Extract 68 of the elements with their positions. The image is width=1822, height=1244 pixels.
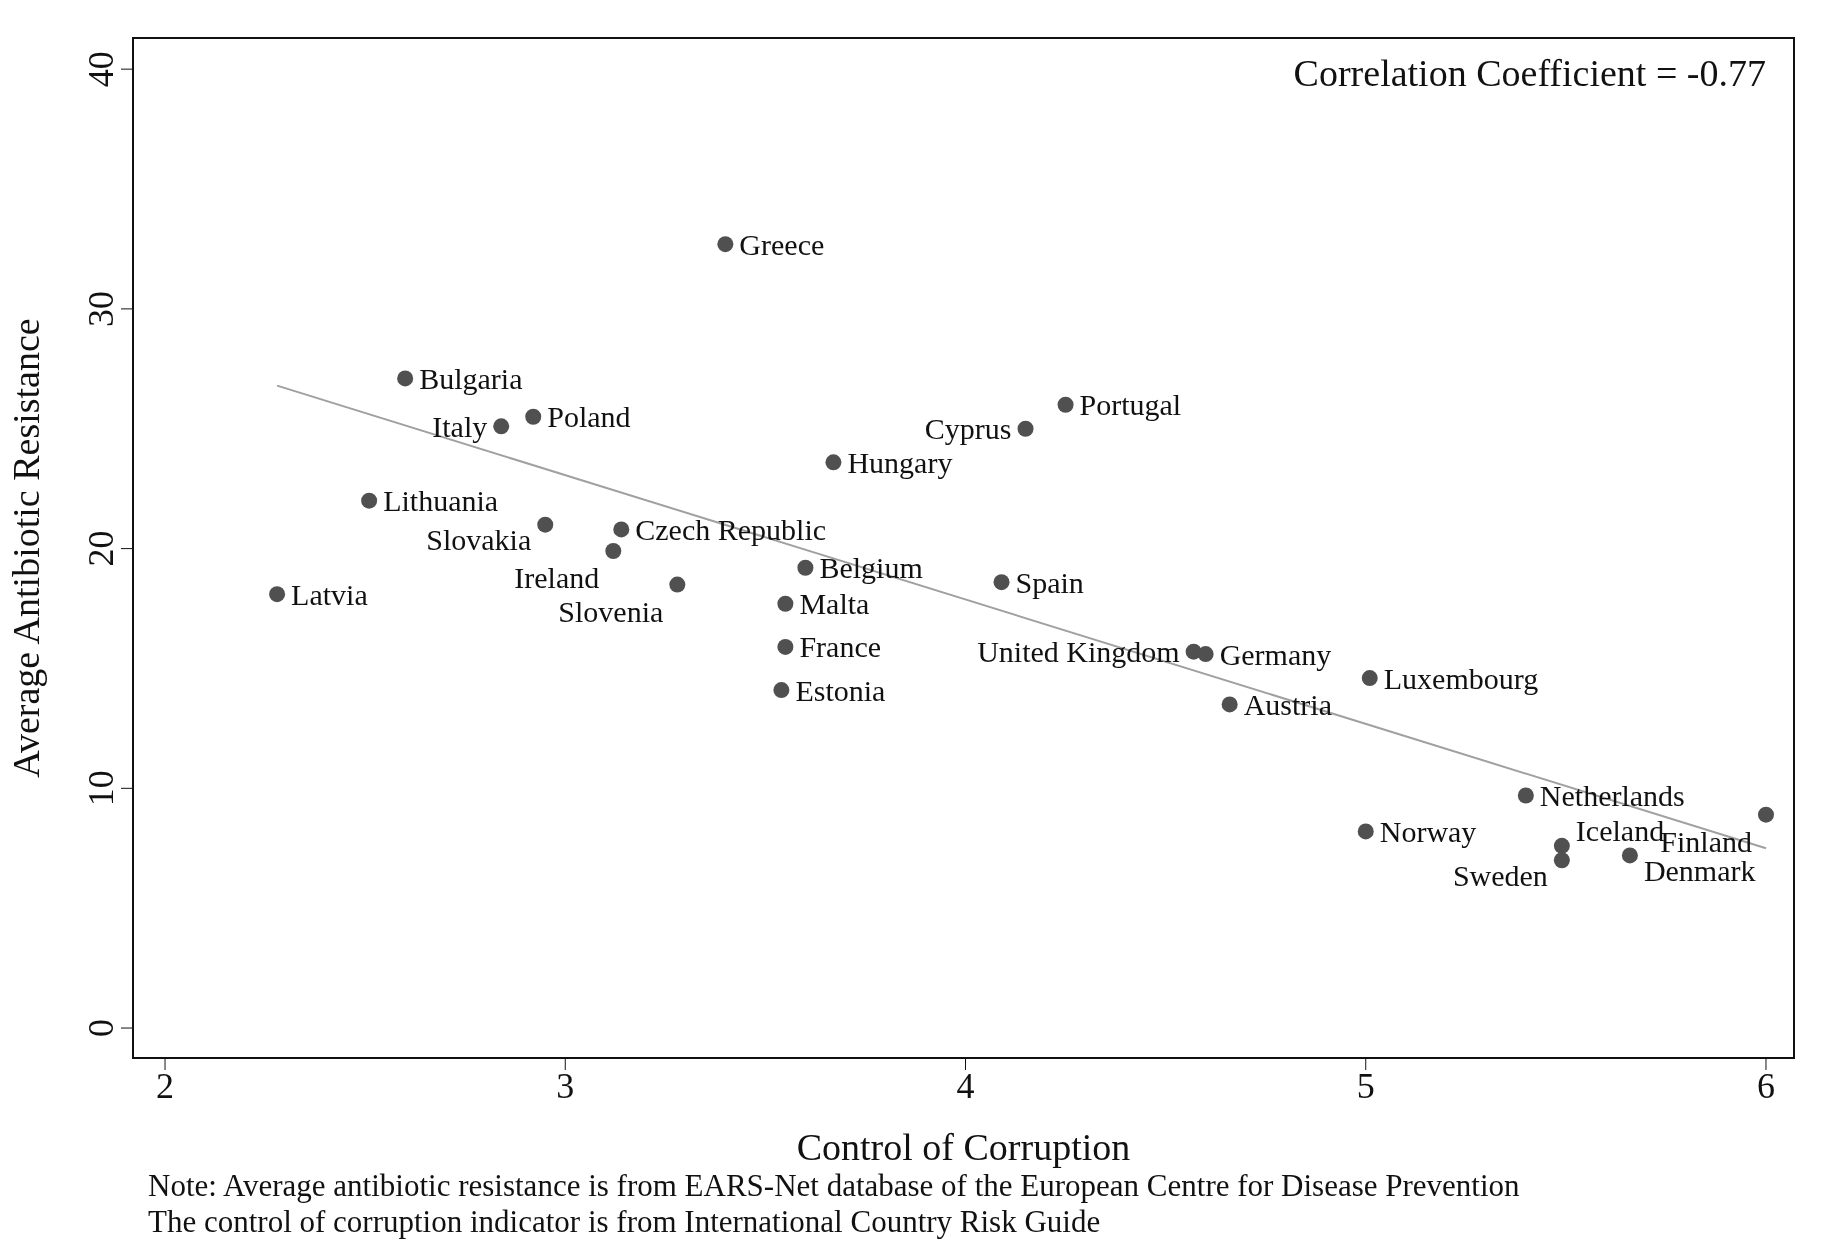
annotation: Belgium xyxy=(819,551,923,585)
x-tick-label: 4 xyxy=(956,1065,975,1106)
x-tick-label: 3 xyxy=(556,1065,575,1106)
annotation: Sweden xyxy=(1452,858,1548,892)
point xyxy=(397,370,414,387)
annotation: Cyprus xyxy=(924,412,1012,446)
point xyxy=(1057,396,1074,413)
point xyxy=(1197,646,1214,663)
annotation: Slovakia xyxy=(426,523,532,557)
point xyxy=(1357,823,1374,840)
y-tick-label: 10 xyxy=(81,770,121,807)
annotation: Lithuania xyxy=(383,484,499,518)
annotation: Portugal xyxy=(1079,388,1182,422)
annotation: Germany xyxy=(1219,637,1332,671)
x-tick-label: 6 xyxy=(1756,1065,1775,1106)
annotation: Austria xyxy=(1243,687,1332,721)
point xyxy=(777,595,794,612)
annotation: France xyxy=(799,630,882,664)
annotation: Norway xyxy=(1379,814,1477,848)
point xyxy=(669,576,686,593)
annotation: Denmark xyxy=(1643,853,1756,887)
annotation: United Kingdom xyxy=(977,635,1180,669)
point xyxy=(1757,806,1774,823)
point xyxy=(605,543,622,559)
point xyxy=(993,574,1010,591)
x-tick-label: 5 xyxy=(1356,1065,1375,1106)
point xyxy=(269,586,286,603)
point xyxy=(1621,847,1638,864)
point xyxy=(1553,852,1570,869)
point xyxy=(361,492,378,509)
point xyxy=(717,236,734,253)
point xyxy=(1017,420,1034,437)
point xyxy=(525,408,542,425)
text: The control of corruption indicator is from International Country Risk Guide xyxy=(148,1204,1102,1240)
annotation: Latvia xyxy=(291,577,368,611)
annotation: Greece xyxy=(739,227,825,261)
x-tick-label: 2 xyxy=(156,1065,175,1106)
y-axis-title: Average Antibiotic Resistance xyxy=(5,318,48,778)
annotation: Hungary xyxy=(847,445,953,479)
annotation: Poland xyxy=(547,400,631,434)
annotation: Slovenia xyxy=(558,595,664,629)
point xyxy=(537,516,554,533)
point xyxy=(1361,670,1378,687)
annotation: Malta xyxy=(799,587,870,621)
point xyxy=(493,418,510,435)
annotation: Spain xyxy=(1015,565,1084,599)
annotation: Netherlands xyxy=(1539,779,1685,813)
y-tick-label: 0 xyxy=(81,1019,121,1038)
annotation: Bulgaria xyxy=(419,361,523,395)
point xyxy=(613,521,630,538)
annotation: Estonia xyxy=(795,673,886,707)
point xyxy=(1517,787,1534,804)
annotation: Czech Republic xyxy=(635,512,827,546)
annotation: Ireland xyxy=(514,561,600,595)
y-tick-label: 30 xyxy=(81,290,121,327)
text: Note: Average antibiotic resistance is from EARS-Net database of the European Centre for Disease Prevention xyxy=(148,1168,1521,1204)
annotation: Correlation Coefficient = -0.77 xyxy=(1293,52,1766,94)
point xyxy=(1221,696,1238,713)
annotation: Luxembourg xyxy=(1383,661,1539,695)
y-tick-label: 20 xyxy=(81,530,121,567)
point xyxy=(1553,837,1570,854)
point xyxy=(777,638,794,655)
point xyxy=(773,682,790,699)
annotation: Italy xyxy=(432,409,488,443)
point xyxy=(797,559,814,576)
x-axis-title: Control of Corruption xyxy=(796,1126,1131,1168)
y-tick-label: 40 xyxy=(81,51,121,88)
point xyxy=(825,454,842,471)
